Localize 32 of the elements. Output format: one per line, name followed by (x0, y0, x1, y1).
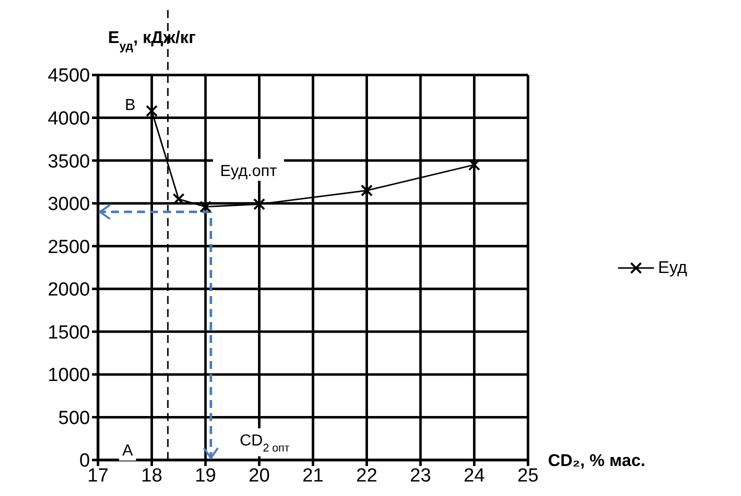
point (468, 158, 480, 171)
annotation: B (124, 96, 136, 114)
x-axis-title: CD₂, % мас. (548, 451, 646, 470)
y-tick-label: 4000 (48, 108, 90, 130)
x-tick-label: 20 (248, 465, 270, 486)
x-tick-label: 24 (464, 465, 486, 486)
y-axis-title: E$_{уд}$, кДж/кг (108, 28, 196, 53)
y-tick-label: 3000 (48, 194, 90, 216)
y-tick-label: 2500 (48, 236, 90, 258)
x-tick-label: 17 (87, 465, 109, 486)
x-tick-label: 22 (356, 465, 378, 486)
annotation: Еуд.опт (220, 162, 278, 180)
legend-label: Еуд (658, 258, 688, 278)
y-tick-label: 1500 (48, 322, 90, 344)
y-tick-label: 4500 (48, 66, 90, 87)
point (253, 198, 266, 210)
point (360, 184, 373, 196)
x-tick-label: 19 (194, 465, 216, 486)
x-tick-label: 18 (141, 465, 162, 486)
x-tick-label: 25 (517, 465, 539, 486)
y-tick-label: 3500 (48, 151, 90, 172)
point (146, 104, 158, 117)
y-tick-label: 1000 (48, 365, 90, 386)
annotation: A (122, 442, 134, 460)
point (200, 200, 212, 213)
y-tick-label: 2000 (48, 280, 90, 301)
y-tick-label: 0 (79, 450, 90, 472)
y-tick-label: 500 (58, 408, 90, 429)
x-tick-label: 23 (410, 465, 432, 486)
point (172, 193, 185, 206)
x-tick-label: 21 (302, 465, 324, 486)
annotation: CD$_{2 опт}$ (240, 432, 290, 454)
